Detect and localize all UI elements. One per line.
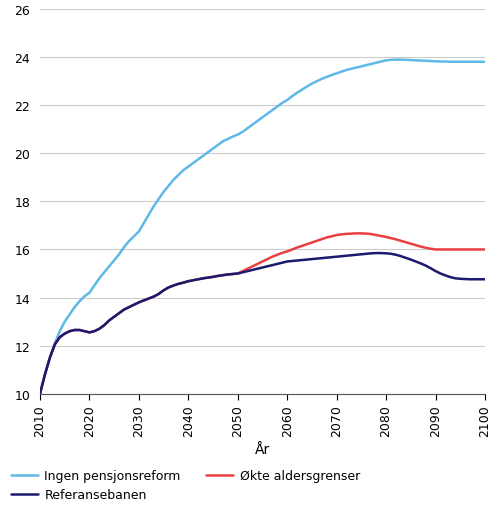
Ingen pensjonsreform (472, 60, 478, 66)
Referansebanen (418, 261, 424, 267)
X-axis label: År: År (255, 442, 270, 456)
Ingen pensjonsreform (477, 60, 483, 66)
Økte aldersgrenser (92, 328, 98, 334)
Ingen pensjonsreform (393, 58, 399, 64)
Økte aldersgrenser (472, 247, 478, 253)
Referansebanen (472, 277, 478, 283)
Referansebanen (150, 294, 156, 300)
Økte aldersgrenser (37, 391, 43, 397)
Økte aldersgrenser (418, 244, 424, 250)
Ingen pensjonsreform (418, 59, 424, 65)
Ingen pensjonsreform (482, 60, 488, 66)
Økte aldersgrenser (141, 298, 147, 304)
Referansebanen (92, 328, 98, 334)
Line: Økte aldersgrenser: Økte aldersgrenser (40, 234, 485, 394)
Referansebanen (141, 298, 147, 304)
Ingen pensjonsreform (37, 391, 43, 397)
Økte aldersgrenser (354, 231, 360, 237)
Ingen pensjonsreform (141, 221, 147, 227)
Ingen pensjonsreform (150, 204, 156, 210)
Referansebanen (482, 277, 488, 283)
Line: Referansebanen: Referansebanen (40, 254, 485, 394)
Referansebanen (477, 277, 483, 283)
Legend: Ingen pensjonsreform, Referansebanen, Økte aldersgrenser: Ingen pensjonsreform, Referansebanen, Øk… (10, 469, 360, 501)
Ingen pensjonsreform (92, 283, 98, 289)
Økte aldersgrenser (477, 247, 483, 253)
Referansebanen (37, 391, 43, 397)
Økte aldersgrenser (482, 247, 488, 253)
Line: Ingen pensjonsreform: Ingen pensjonsreform (40, 61, 485, 394)
Økte aldersgrenser (150, 294, 156, 300)
Referansebanen (373, 250, 379, 257)
